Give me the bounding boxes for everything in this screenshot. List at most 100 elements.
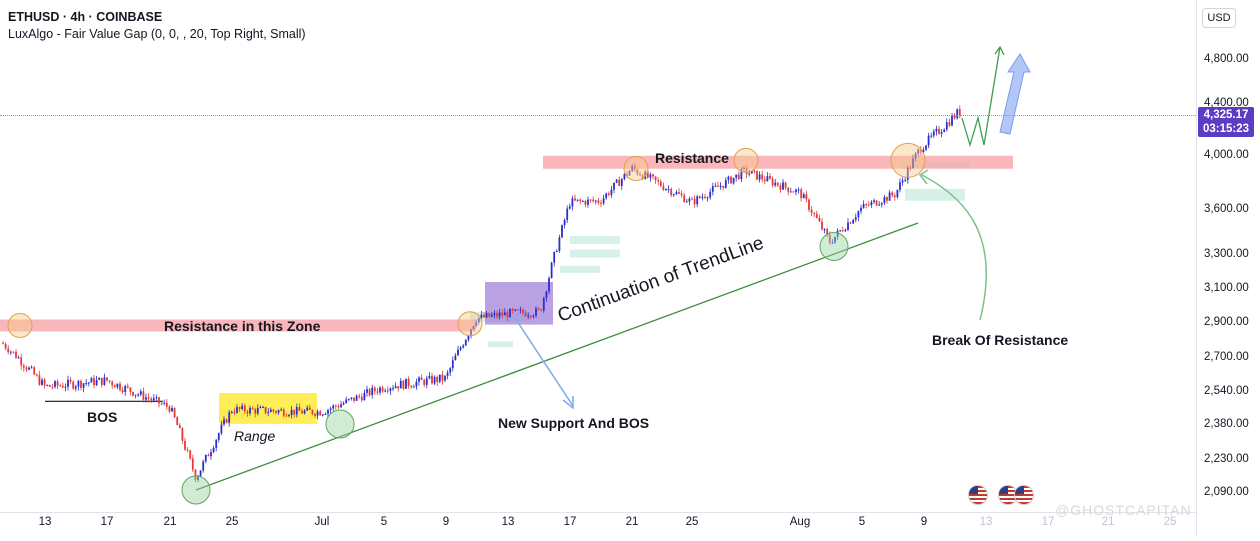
candle-body <box>246 411 249 414</box>
candle-body <box>857 211 860 218</box>
candle-body <box>132 391 134 396</box>
candle-body <box>269 409 272 413</box>
candle-body <box>277 410 280 413</box>
us-flag-event-icon[interactable] <box>968 485 988 505</box>
candle-body <box>451 360 454 369</box>
candle-body <box>576 199 579 201</box>
resistance-zone-band <box>0 319 476 332</box>
candle-body <box>142 391 145 400</box>
candle-body <box>220 424 223 434</box>
candle-body <box>540 309 543 311</box>
candle-body <box>202 461 205 471</box>
candle-body <box>90 378 93 383</box>
candle-body <box>459 347 462 350</box>
candle-body <box>371 387 374 396</box>
candle-body <box>737 174 740 180</box>
fvg-box-6 <box>905 188 965 201</box>
candle-body <box>17 357 20 359</box>
bar-countdown: 03:15:23 <box>1202 123 1250 135</box>
candle-body <box>295 407 298 415</box>
candle-body <box>158 397 160 404</box>
candle-body <box>223 419 225 425</box>
candle-body <box>449 368 452 373</box>
fvg-box-2 <box>570 236 620 244</box>
candle-body <box>496 313 498 317</box>
us-flag-event-icon[interactable] <box>1014 485 1034 505</box>
candle-body <box>862 204 865 208</box>
indicator-legend[interactable]: LuxAlgo - Fair Value Gap (0, 0, , 20, To… <box>8 27 306 41</box>
candle-body <box>113 385 116 388</box>
candle-body <box>813 213 816 215</box>
candle-body <box>597 200 600 203</box>
candle-body <box>914 153 917 159</box>
candle-body <box>722 185 725 188</box>
candle-body <box>72 381 75 389</box>
price-axis-border <box>1196 0 1197 536</box>
candle-body <box>7 348 10 353</box>
candle-body <box>613 182 615 190</box>
candle-body <box>428 375 431 379</box>
candle-body <box>943 129 946 133</box>
candle-body <box>457 349 459 356</box>
candle-body <box>618 179 621 186</box>
candle-body <box>683 195 686 203</box>
candle-body <box>360 396 363 401</box>
candle-body <box>376 391 379 393</box>
candle-body <box>243 405 246 412</box>
time-tick-label: 5 <box>380 516 388 528</box>
candle-body <box>124 386 127 392</box>
candle-body <box>831 242 834 244</box>
candle-body <box>571 198 574 207</box>
candle-body <box>519 309 522 311</box>
candle-body <box>821 221 823 230</box>
candle-body <box>584 201 587 205</box>
candle-body <box>899 182 901 190</box>
candle-body <box>433 376 436 384</box>
candle-body <box>506 312 509 318</box>
symbol-title[interactable]: ETHUSD · 4h · COINBASE <box>8 10 163 24</box>
candle-body <box>207 454 210 457</box>
candle-body <box>225 419 228 423</box>
candle-body <box>103 377 106 386</box>
breakout-box <box>485 282 553 325</box>
candle-body <box>425 378 428 385</box>
candle-body <box>301 410 303 414</box>
candle-body <box>446 372 449 376</box>
candle-body <box>938 128 940 134</box>
candle-body <box>303 410 306 414</box>
pivot-circle-5 <box>181 475 211 505</box>
time-tick-label: 17 <box>100 516 114 528</box>
candle-body <box>337 406 340 408</box>
candle-body <box>147 397 150 399</box>
candle-body <box>467 335 470 340</box>
candle-body <box>431 375 433 384</box>
candle-body <box>730 176 732 184</box>
candle-body <box>438 374 441 382</box>
candle-body <box>399 380 402 389</box>
candle-body <box>906 167 909 180</box>
candle-body <box>935 128 938 132</box>
candle-body <box>784 182 787 188</box>
break-arrowhead <box>918 169 929 185</box>
candle-body <box>259 407 262 409</box>
candle-body <box>389 388 392 392</box>
price-tick-label: 3,300.00 <box>1204 248 1249 260</box>
candle-body <box>150 398 153 401</box>
pivot-circle-6 <box>325 409 355 439</box>
candle-body <box>436 376 439 382</box>
candle-body <box>475 322 478 326</box>
candle-body <box>883 197 886 204</box>
candle-body <box>620 179 623 186</box>
candle-body <box>98 377 101 380</box>
candle-body <box>654 176 657 181</box>
currency-button[interactable]: USD <box>1202 8 1236 28</box>
current-price-tag: 4,325.17 03:15:23 <box>1198 107 1254 137</box>
candle-body <box>753 170 756 172</box>
candle-body <box>932 131 935 136</box>
time-tick-label: 17 <box>1041 516 1055 528</box>
candle-body <box>724 179 727 188</box>
candle-body <box>691 198 693 200</box>
candle-body <box>836 230 839 237</box>
